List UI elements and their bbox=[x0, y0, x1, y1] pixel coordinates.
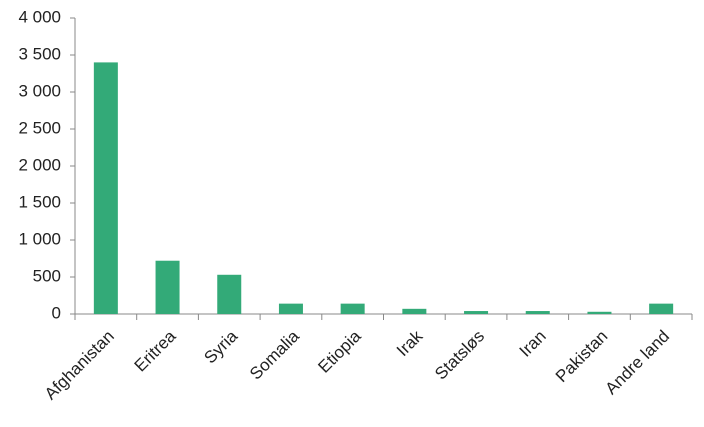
y-tick-label: 500 bbox=[33, 266, 61, 285]
bar bbox=[649, 303, 674, 314]
x-tick-label: Eritrea bbox=[131, 326, 180, 375]
y-tick-label: 1 000 bbox=[18, 229, 61, 248]
y-tick-label: 2 000 bbox=[18, 155, 61, 174]
bar bbox=[587, 311, 612, 314]
y-tick-label: 3 000 bbox=[18, 81, 61, 100]
y-tick-label: 4 000 bbox=[18, 7, 61, 26]
bar bbox=[464, 311, 489, 314]
x-tick-label: Etiopia bbox=[314, 326, 365, 377]
x-tick-label: Syria bbox=[200, 326, 241, 367]
bar bbox=[525, 311, 550, 314]
bar bbox=[340, 303, 365, 314]
y-tick-label: 1 500 bbox=[18, 192, 61, 211]
bar bbox=[93, 62, 118, 315]
x-tick-label: Statsløs bbox=[431, 327, 488, 384]
y-tick-label: 3 500 bbox=[18, 44, 61, 63]
x-tick-label: Andre land bbox=[602, 327, 674, 399]
x-tick-label: Irak bbox=[393, 326, 427, 360]
x-tick-label: Iran bbox=[516, 327, 550, 361]
x-tick-label: Pakistan bbox=[552, 327, 612, 387]
bar bbox=[278, 303, 303, 314]
y-tick-label: 2 500 bbox=[18, 118, 61, 137]
bar bbox=[155, 260, 180, 314]
x-tick-label: Afghanistan bbox=[41, 327, 118, 404]
bar bbox=[217, 274, 242, 314]
bar bbox=[402, 308, 427, 314]
x-tick-label: Somalia bbox=[246, 326, 303, 383]
y-tick-label: 0 bbox=[52, 303, 61, 322]
